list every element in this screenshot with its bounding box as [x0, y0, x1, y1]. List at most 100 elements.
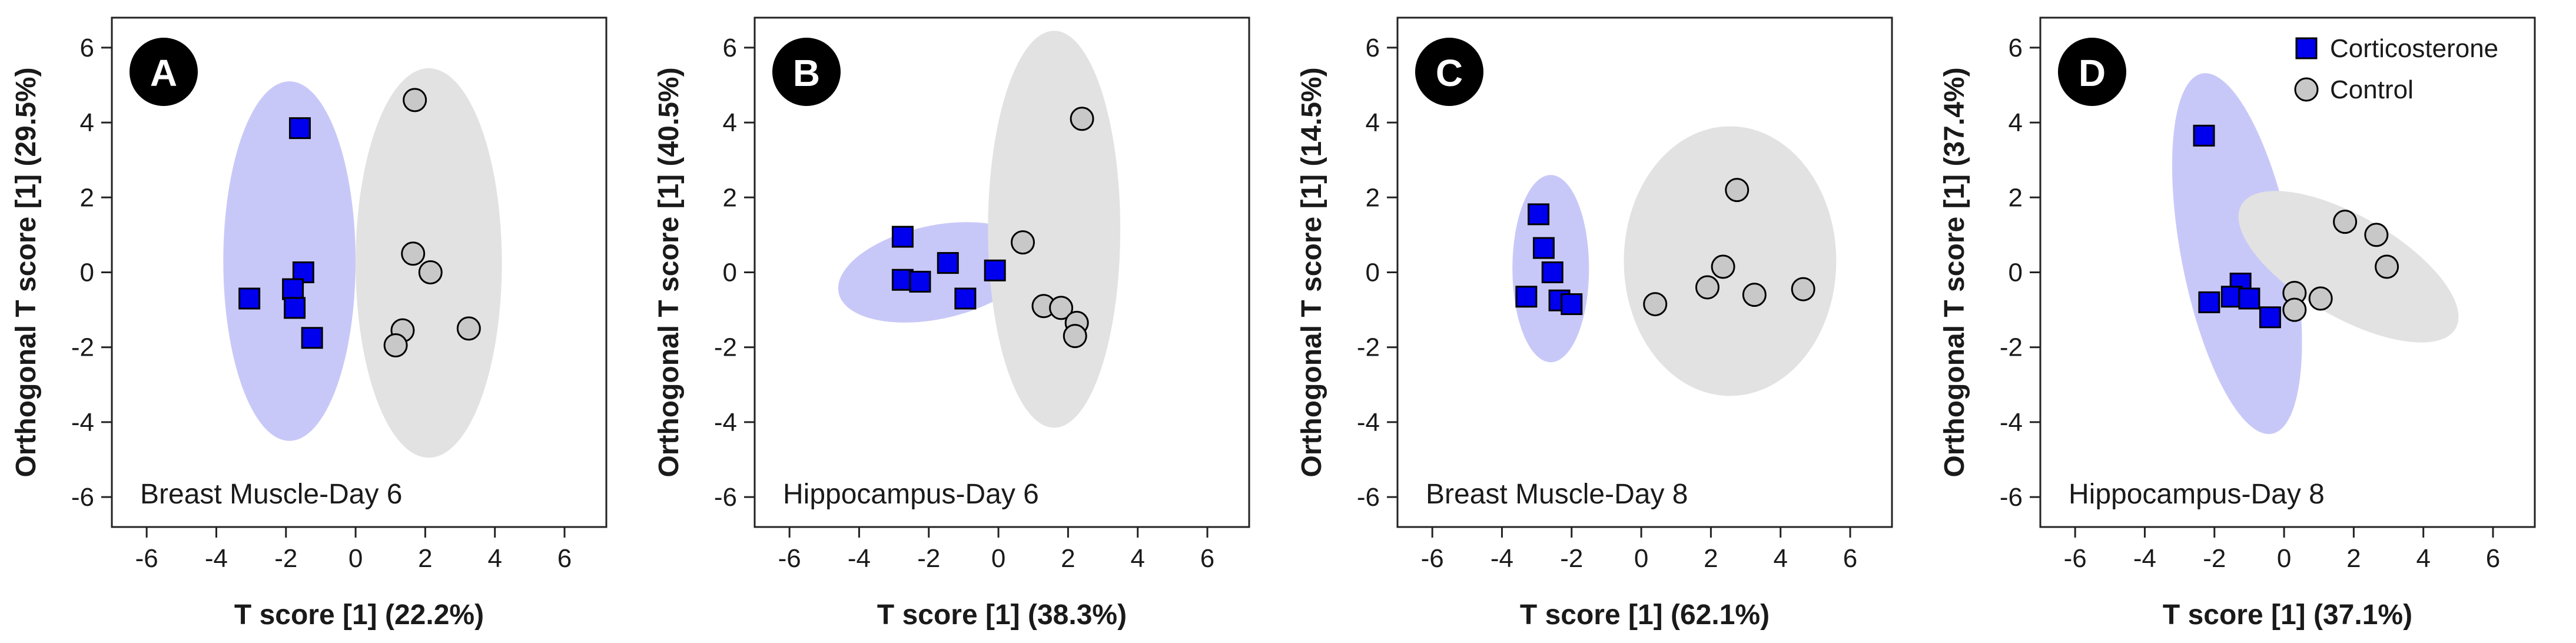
y-tick-label: 4: [80, 108, 94, 137]
y-tick-label: -6: [714, 483, 737, 512]
y-tick-label: 6: [1366, 34, 1380, 62]
control-point: [1010, 230, 1035, 255]
control-ellipse: [2238, 191, 2459, 343]
corticosterone-point: [284, 297, 306, 319]
x-tick-label: 0: [2277, 544, 2291, 573]
y-tick-label: -4: [714, 408, 737, 437]
control-point: [418, 260, 443, 284]
x-axis-label: T score [1] (22.2%): [234, 599, 484, 631]
x-tick-label: 0: [348, 544, 363, 573]
control-point: [1643, 292, 1668, 317]
panel-badge-letter: B: [793, 52, 820, 94]
y-tick-label: -2: [2000, 333, 2023, 362]
y-tick-label: 4: [1366, 108, 1380, 137]
corticosterone-point: [301, 327, 323, 349]
x-tick-label: -2: [274, 544, 297, 573]
control-point: [2282, 297, 2307, 322]
panel-badge-letter: A: [150, 52, 177, 94]
x-tick-label: 4: [487, 544, 502, 573]
y-tick-label: 2: [1366, 183, 1380, 212]
y-tick-label: -6: [71, 483, 94, 512]
corticosterone-ellipse: [2172, 73, 2302, 435]
control-point: [1070, 107, 1094, 131]
x-tick-label: 2: [1061, 544, 1075, 573]
panel-c: -6 -4 -2 0 2 4 6 -6 -4 -2 0 2 4 6 T score [1] (62.1%) O…: [1296, 16, 1893, 631]
corticosterone-ellipse: [223, 81, 356, 441]
corticosterone-point: [1515, 286, 1538, 308]
y-axis-label: Orthogonal T score [1] (40.5%): [653, 67, 685, 477]
corticosterone-point: [954, 287, 977, 310]
panel-badge: [130, 38, 198, 106]
control-point: [2375, 254, 2399, 279]
y-tick-label: -4: [71, 408, 94, 437]
y-tick-label: 6: [723, 34, 737, 62]
x-tick-label: 2: [418, 544, 432, 573]
control-point: [1725, 178, 1750, 203]
panel-badge-letter: C: [1436, 52, 1463, 94]
y-tick-label: -2: [714, 333, 737, 362]
x-tick-label: 0: [1634, 544, 1648, 573]
x-tick-label: -4: [1491, 544, 1513, 573]
x-tick-label: -2: [917, 544, 940, 573]
x-axis-label: T score [1] (38.3%): [877, 599, 1127, 631]
y-tick-label: 2: [2009, 183, 2023, 212]
y-tick-label: 0: [1366, 258, 1380, 287]
corticosterone-point: [1528, 203, 1550, 226]
control-point: [2364, 223, 2389, 247]
x-tick-label: 6: [1200, 544, 1214, 573]
panel-annotation: Hippocampus-Day 6: [783, 479, 1039, 510]
x-tick-label: -2: [1560, 544, 1583, 573]
control-point: [1049, 296, 1074, 320]
x-tick-label: 0: [991, 544, 1005, 573]
y-tick-label: 2: [723, 183, 737, 212]
x-tick-label: 2: [1704, 544, 1718, 573]
corticosterone-point: [984, 259, 1006, 281]
control-point: [2333, 210, 2358, 234]
y-tick-label: -2: [1357, 333, 1380, 362]
x-tick-label: 6: [2486, 544, 2500, 573]
x-tick-label: 4: [1130, 544, 1144, 573]
x-tick-label: -6: [1421, 544, 1444, 573]
corticosterone-point: [1561, 293, 1583, 316]
control-point: [456, 316, 481, 341]
y-tick-label: -4: [1357, 408, 1380, 437]
corticosterone-point: [2238, 287, 2260, 310]
corticosterone-point: [2198, 291, 2220, 313]
corticosterone-point: [282, 278, 304, 300]
x-axis-label: T score [1] (37.1%): [2163, 599, 2412, 631]
y-tick-label: 6: [80, 34, 94, 62]
control-point: [383, 333, 408, 358]
control-point: [1791, 277, 1815, 301]
x-tick-label: 4: [1773, 544, 1787, 573]
corticosterone-point: [238, 287, 261, 310]
corticosterone-point: [937, 252, 959, 274]
corticosterone-point: [1532, 237, 1555, 259]
legend-label: Corticosterone: [2330, 34, 2498, 63]
y-tick-label: 2: [80, 183, 94, 212]
legend: Corticosterone Control: [2294, 34, 2498, 104]
legend-circle-icon: [2294, 77, 2319, 102]
panel-badge: [2058, 38, 2126, 106]
panel-b: -6 -4 -2 0 2 4 6 -6 -4 -2 0 2 4 6 T score [1] (38.3%) O…: [653, 16, 1250, 631]
y-tick-label: 4: [723, 108, 737, 137]
y-axis-label: Orthogonal T score [1] (29.5%): [11, 67, 42, 477]
control-point: [1695, 275, 1719, 300]
corticosterone-point: [1541, 261, 1563, 283]
y-tick-label: 0: [80, 258, 94, 287]
x-axis-label: T score [1] (62.1%): [1520, 599, 1770, 631]
corticosterone-point: [2259, 306, 2281, 329]
panel-badge: [772, 38, 841, 106]
y-tick-label: -4: [2000, 408, 2023, 437]
x-tick-label: -4: [205, 544, 228, 573]
control-point: [1742, 283, 1767, 307]
legend-label: Control: [2330, 75, 2414, 104]
panel-annotation: Breast Muscle-Day 6: [140, 479, 402, 510]
x-tick-label: -6: [135, 544, 158, 573]
y-axis-label: Orthogonal T score [1] (37.4%): [1939, 67, 1970, 477]
y-tick-label: 6: [2009, 34, 2023, 62]
y-axis-label: Orthogonal T score [1] (14.5%): [1296, 67, 1327, 477]
control-point: [1063, 324, 1087, 349]
x-tick-label: -2: [2203, 544, 2226, 573]
y-tick-label: -6: [2000, 483, 2023, 512]
